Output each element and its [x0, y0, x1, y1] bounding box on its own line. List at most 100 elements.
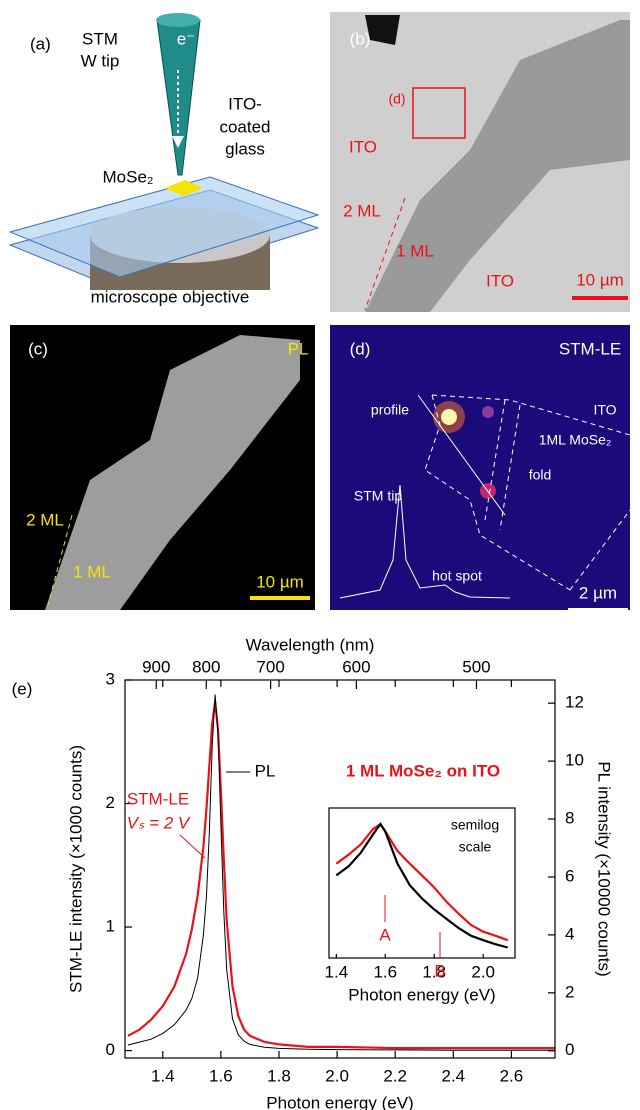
profile-line — [417, 394, 506, 516]
panel-a: (a) STM W tip e⁻ ITO- coated glass MoSe₂… — [8, 13, 320, 306]
x2-tick-label: 600 — [342, 657, 370, 676]
series-label: STM-LE — [127, 789, 189, 808]
x2-tick-label: 500 — [462, 657, 490, 676]
tip-top — [156, 13, 200, 27]
panel-label: (a) — [30, 34, 51, 53]
x-tick-label: 1.6 — [209, 1066, 233, 1085]
label: glass — [225, 139, 265, 158]
y-tick-label: 0 — [106, 1040, 115, 1059]
y2-tick-label: 6 — [565, 866, 574, 885]
label: 1 ML — [73, 562, 111, 581]
label: profile — [371, 402, 409, 418]
label: ITO — [486, 271, 514, 290]
label: PL — [288, 339, 309, 358]
x2-tick-label: 800 — [192, 657, 220, 676]
y-tick-label: 2 — [106, 793, 115, 812]
label: e⁻ — [177, 29, 195, 48]
panel-label: (d) — [350, 339, 371, 358]
roi-box — [412, 87, 466, 139]
spot — [482, 406, 494, 418]
x-tick-label: 2.2 — [383, 1066, 407, 1085]
panel-e-annotations: (e) STM-LE Vₛ = 2 V PL 1 ML MoSe₂ on ITO… — [12, 679, 501, 980]
label: ITO- — [228, 94, 262, 113]
x-tick-label: 2.0 — [471, 962, 495, 981]
x-tick-label: 1.8 — [422, 962, 446, 981]
y2-tick-label: 12 — [565, 693, 584, 712]
y2-tick-label: 4 — [565, 924, 574, 943]
x2-tick-label: 900 — [142, 657, 170, 676]
tip-spot — [441, 409, 457, 425]
panel-c: (c) PL 2 ML 1 ML 10 µm — [10, 325, 315, 610]
annotation: semilog — [451, 817, 499, 833]
label: hot spot — [432, 568, 482, 584]
series-line — [335, 822, 509, 942]
annotation: Vₛ = 2 V — [127, 813, 191, 832]
scale-label: 10 µm — [256, 572, 304, 591]
panel-label: (b) — [350, 29, 371, 48]
series-line — [335, 822, 508, 949]
series-label: PL — [255, 761, 276, 780]
x-tick-label: 1.4 — [151, 1066, 175, 1085]
panel-b: (b) (d) ITO 2 ML 1 ML ITO 10 µm — [330, 12, 630, 312]
y2-tick-label: 8 — [565, 809, 574, 828]
label: ITO — [593, 402, 616, 418]
label: fold — [529, 467, 552, 483]
y2-tick-label: 2 — [565, 982, 574, 1001]
panel-d: (d) STM-LE profile ITO 1ML MoSe₂ fold ST… — [330, 325, 631, 612]
x-tick-label: 1.6 — [373, 962, 397, 981]
x-tick-label: 1.4 — [325, 962, 349, 981]
arrow — [179, 834, 206, 859]
annotation: B — [434, 961, 445, 980]
annotation: scale — [459, 839, 492, 855]
annotation: 1 ML MoSe₂ on ITO — [346, 761, 500, 780]
sample-flake — [165, 180, 203, 196]
x-tick-label: 1.8 — [267, 1066, 291, 1085]
label: 1 ML — [396, 241, 434, 260]
x2-axis-label: Wavelength (nm) — [246, 635, 375, 654]
debris — [365, 15, 400, 45]
profile-curve — [339, 484, 511, 599]
scale-label: 2 µm — [579, 583, 617, 602]
glass-upper — [8, 176, 320, 278]
y2-axis-label: PL intensity (×10000 counts) — [595, 761, 614, 976]
image — [330, 325, 630, 610]
x-axis-label: Photon energy (eV) — [348, 985, 495, 1004]
label: STM — [82, 29, 118, 48]
y-tick-label: 1 — [106, 917, 115, 936]
label: (d) — [388, 91, 405, 107]
scale-label: 10 µm — [576, 270, 624, 289]
label: coated — [219, 117, 270, 136]
panel-label: (e) — [12, 679, 33, 698]
flake — [45, 335, 300, 610]
plot-frame — [328, 807, 516, 959]
x-tick-label: 2.4 — [441, 1066, 465, 1085]
label: 2 ML — [343, 201, 381, 220]
y-tick-label: 3 — [106, 669, 115, 688]
plot-frame — [124, 679, 556, 1059]
label: STM tip — [354, 488, 402, 504]
y2-tick-label: 10 — [565, 751, 584, 770]
label: 2 ML — [26, 510, 64, 529]
flake — [365, 20, 630, 312]
x-tick-label: 2.0 — [325, 1066, 349, 1085]
layer-boundary — [364, 197, 406, 311]
label: 1ML MoSe₂ — [539, 432, 612, 448]
label: MoSe₂ — [102, 167, 153, 186]
label: STM-LE — [559, 339, 621, 358]
x-axis-label: Photon energy (eV) — [266, 1093, 413, 1110]
y-axis-label: STM-LE intensity (×1000 counts) — [66, 745, 85, 993]
series-line — [127, 702, 555, 1050]
y2-tick-label: 0 — [565, 1040, 574, 1059]
annotation: A — [379, 925, 391, 944]
x-tick-label: 2.6 — [500, 1066, 524, 1085]
series-line — [127, 694, 555, 1051]
panel-label: (c) — [28, 339, 48, 358]
x2-tick-label: 700 — [256, 657, 284, 676]
layer-boundary — [47, 514, 73, 606]
label: W tip — [81, 51, 120, 70]
electron-arrow — [172, 136, 184, 148]
label: ITO — [349, 137, 377, 156]
label: microscope objective — [91, 287, 250, 306]
